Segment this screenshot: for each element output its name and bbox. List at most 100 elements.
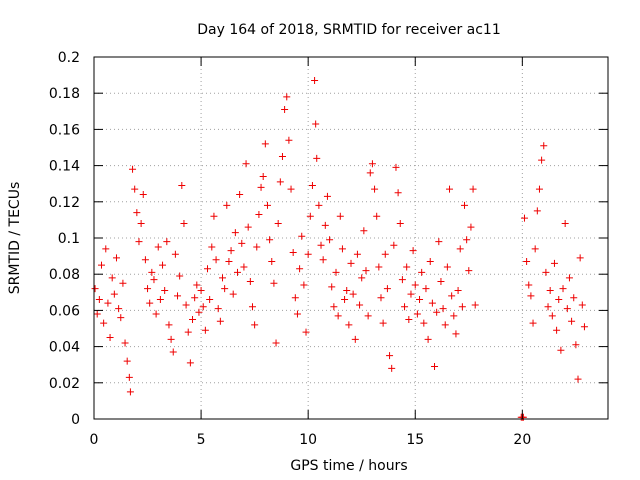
data-point — [381, 250, 389, 258]
data-point — [293, 310, 301, 318]
y-axis: 0 0.02 0.04 0.06 0.08 0.1 0.12 0.14 0.16 0.18 0.2 — [49, 50, 608, 428]
x-axis: 0 5 10 15 20 — [90, 57, 531, 448]
data-point — [426, 258, 434, 266]
data-point — [379, 319, 387, 327]
data-point — [533, 207, 541, 215]
data-point — [278, 153, 286, 161]
data-point — [296, 265, 304, 273]
data-point — [349, 290, 357, 298]
data-point — [139, 191, 147, 199]
data-point — [276, 178, 284, 186]
data-point — [268, 258, 276, 266]
data-point — [206, 296, 214, 304]
data-point — [411, 281, 419, 289]
data-point — [154, 243, 162, 251]
data-point — [531, 245, 539, 253]
y-tick-label: 0.12 — [49, 195, 80, 211]
data-point — [559, 285, 567, 293]
data-point — [311, 77, 319, 85]
y-tick-label: 0.1 — [58, 231, 80, 247]
data-point — [212, 256, 220, 264]
data-point — [227, 247, 235, 255]
x-axis-title: GPS time / hours — [290, 458, 407, 474]
data-point — [568, 317, 576, 325]
data-point — [240, 263, 248, 271]
data-point — [401, 303, 409, 311]
data-point — [115, 305, 123, 313]
chart-title: Day 164 of 2018, SRMTID for receiver ac1… — [197, 22, 501, 38]
data-point — [163, 238, 171, 246]
data-point — [133, 209, 141, 217]
data-point — [418, 268, 426, 276]
data-point — [298, 232, 306, 240]
data-point — [388, 364, 396, 372]
data-point — [285, 136, 293, 144]
x-tick-label: 10 — [299, 432, 317, 448]
data-point — [236, 191, 244, 199]
data-point — [93, 310, 101, 318]
data-point — [259, 172, 267, 180]
y-tick-label: 0.2 — [58, 50, 80, 66]
data-point — [544, 303, 552, 311]
data-point — [112, 254, 120, 262]
data-point — [323, 192, 331, 200]
data-point — [123, 357, 131, 365]
data-point — [330, 303, 338, 311]
data-point — [550, 259, 558, 267]
data-point — [456, 245, 464, 253]
data-point — [167, 335, 175, 343]
data-point — [178, 182, 186, 190]
data-point — [523, 258, 531, 266]
data-point — [156, 296, 164, 304]
data-point — [221, 285, 229, 293]
data-point — [186, 359, 194, 367]
data-point — [283, 93, 291, 101]
data-point — [428, 299, 436, 307]
data-point — [119, 279, 127, 287]
data-point — [413, 310, 421, 318]
y-tick-label: 0.08 — [49, 267, 80, 283]
data-point — [471, 301, 479, 309]
data-point — [570, 294, 578, 302]
data-point — [199, 303, 207, 311]
data-point — [383, 285, 391, 293]
data-point — [334, 312, 342, 320]
data-point — [461, 201, 469, 209]
data-point — [437, 277, 445, 285]
data-point — [231, 229, 239, 237]
grid-lines — [94, 57, 608, 419]
data-point — [538, 156, 546, 164]
data-point — [137, 220, 145, 228]
data-point — [321, 221, 329, 229]
data-point — [244, 223, 252, 231]
data-points — [91, 77, 588, 421]
data-point — [454, 286, 462, 294]
data-point — [338, 245, 346, 253]
data-point — [520, 214, 528, 222]
data-point — [319, 256, 327, 264]
y-axis-title: SRMTID / TECUs — [7, 182, 23, 295]
data-point — [527, 292, 535, 300]
data-point — [341, 296, 349, 304]
data-point — [360, 227, 368, 235]
data-point — [97, 261, 105, 269]
data-point — [308, 182, 316, 190]
data-point — [169, 348, 177, 356]
data-point — [525, 281, 533, 289]
data-point — [129, 165, 137, 173]
data-point — [343, 286, 351, 294]
data-point — [131, 185, 139, 193]
data-point — [216, 317, 224, 325]
data-point — [144, 285, 152, 293]
data-point — [546, 286, 554, 294]
data-point — [578, 301, 586, 309]
data-point — [242, 160, 250, 168]
data-point — [189, 315, 197, 323]
data-point — [146, 299, 154, 307]
data-point — [390, 241, 398, 249]
data-point — [553, 326, 561, 334]
data-point — [548, 312, 556, 320]
data-point — [201, 326, 209, 334]
data-point — [529, 319, 537, 327]
